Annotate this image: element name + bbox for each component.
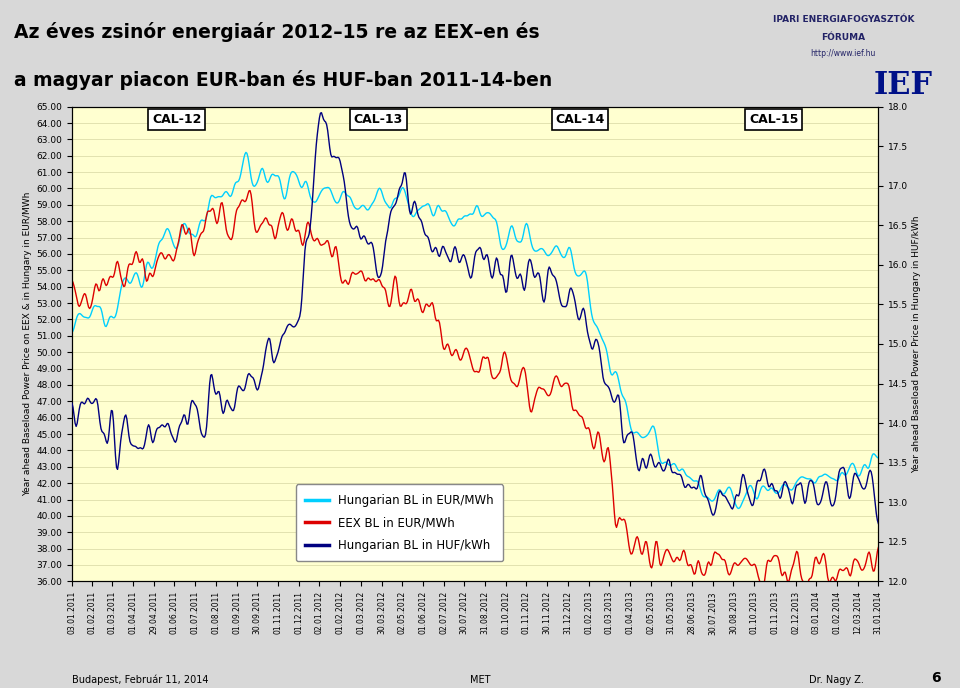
Text: CAL-15: CAL-15 [749,114,799,126]
Text: FÓRUMA: FÓRUMA [822,33,865,42]
Text: a magyar piacon EUR-ban és HUF-ban 2011-14-ben: a magyar piacon EUR-ban és HUF-ban 2011-… [14,70,552,90]
Text: IPARI ENERGIAFOGYASZTÓK: IPARI ENERGIAFOGYASZTÓK [773,14,914,23]
Text: 6: 6 [931,671,941,685]
Text: CAL-14: CAL-14 [555,114,605,126]
Text: MET: MET [469,674,491,685]
Legend: Hungarian BL in EUR/MWh, EEX BL in EUR/MWh, Hungarian BL in HUF/kWh: Hungarian BL in EUR/MWh, EEX BL in EUR/M… [296,484,503,561]
Y-axis label: Year ahead Baseload Power Price on EEX & in Hungary in EUR/MWh: Year ahead Baseload Power Price on EEX &… [23,192,33,496]
Text: IEF: IEF [874,69,932,101]
Text: Az éves zsinór energiaár 2012–15 re az EEX–en és: Az éves zsinór energiaár 2012–15 re az E… [14,22,540,42]
Text: CAL-13: CAL-13 [354,114,403,126]
Y-axis label: Year ahead Baseload Power Price in Hungary in HUF/kWh: Year ahead Baseload Power Price in Hunga… [912,215,922,473]
Text: CAL-12: CAL-12 [152,114,202,126]
Text: http://www.ief.hu: http://www.ief.hu [810,49,876,58]
Text: Budapest, Február 11, 2014: Budapest, Február 11, 2014 [72,674,208,685]
Text: Dr. Nagy Z.: Dr. Nagy Z. [809,674,864,685]
